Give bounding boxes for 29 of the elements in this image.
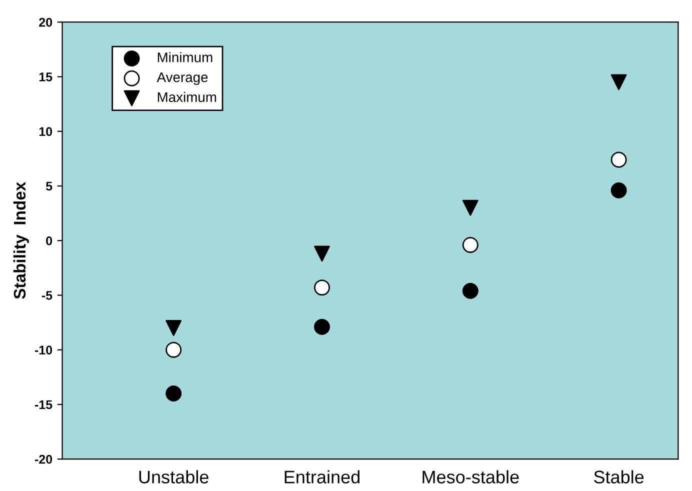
legend-label: Maximum — [158, 92, 216, 102]
y-tick-label: -10 — [34, 346, 52, 354]
y-tick-label: -15 — [34, 400, 52, 410]
legend-label: Average — [156, 72, 208, 85]
y-axis-title: Stability Index — [13, 182, 29, 299]
point — [610, 182, 627, 198]
point — [314, 280, 330, 296]
y-tick-label: 0 — [46, 236, 52, 246]
point — [166, 320, 182, 336]
legend-label: Minimum — [158, 52, 212, 62]
point — [610, 74, 627, 90]
y-tick-label: 5 — [46, 182, 52, 191]
y-tick-label: 15 — [39, 72, 52, 82]
x-tick-label: Entrained — [284, 470, 360, 484]
point — [462, 236, 478, 253]
point — [314, 318, 330, 335]
x-tick-label: Meso-stable — [422, 470, 519, 484]
y-tick-label: -20 — [34, 454, 52, 464]
point — [314, 246, 330, 262]
point — [166, 342, 182, 358]
point — [462, 200, 478, 216]
x-tick-label: Unstable — [139, 470, 208, 484]
point — [166, 386, 182, 402]
point — [462, 282, 478, 299]
y-tick-label: 10 — [39, 127, 52, 136]
y-tick-label: 20 — [39, 18, 52, 27]
point — [610, 152, 627, 168]
y-tick-label: -5 — [42, 291, 52, 300]
x-tick-label: Stable — [594, 470, 644, 484]
